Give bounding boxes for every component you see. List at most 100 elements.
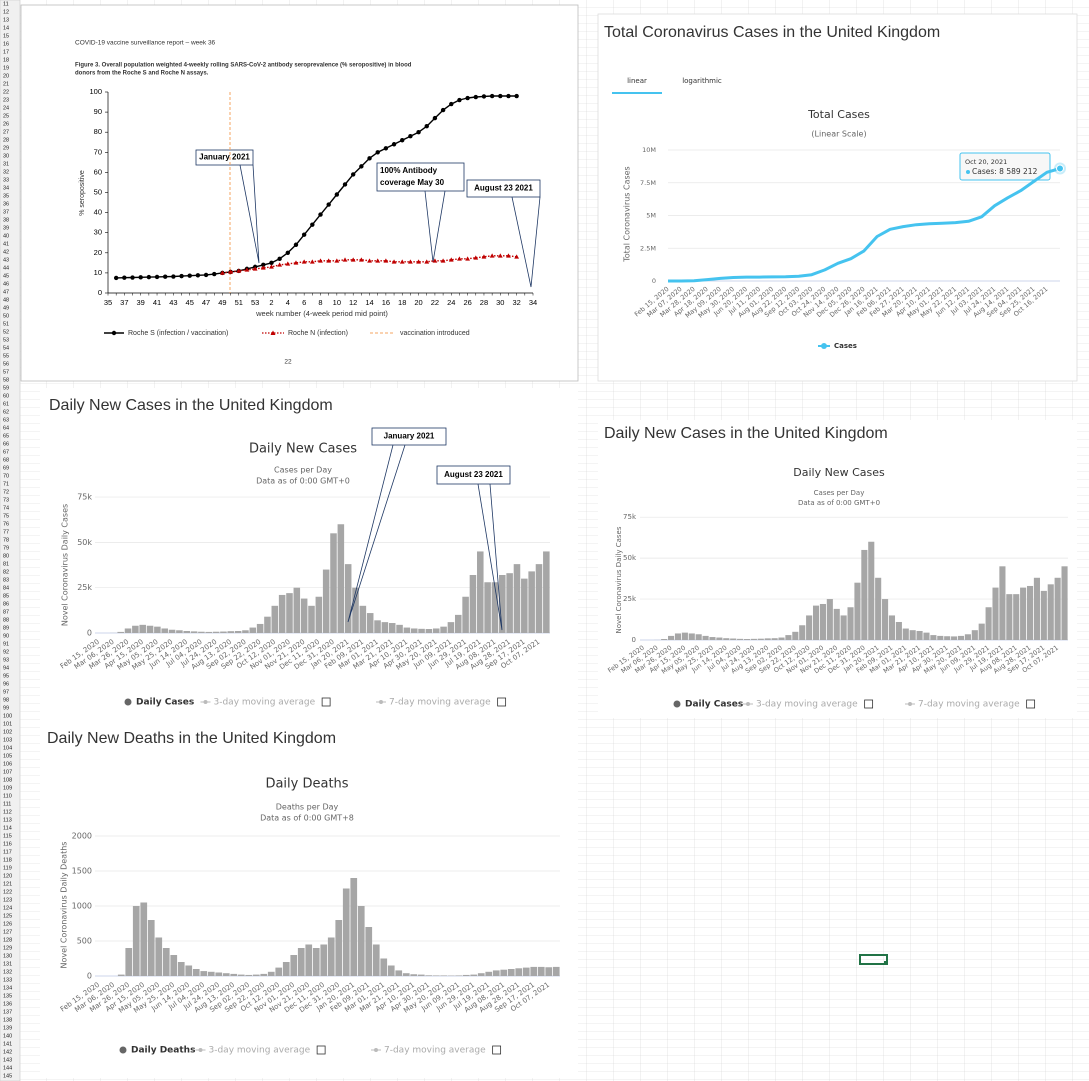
data-point <box>342 182 348 187</box>
row-number: 127 <box>3 929 12 935</box>
fill-handle[interactable] <box>884 961 888 965</box>
bar <box>335 920 343 976</box>
legend-marker <box>111 330 117 336</box>
y-tick-label: 50k <box>623 554 637 562</box>
row-number: 141 <box>3 1041 12 1047</box>
y-tick-label: 80 <box>94 127 102 136</box>
row-number: 69 <box>3 465 9 471</box>
series-line <box>668 167 1061 283</box>
row-number: 143 <box>3 1057 12 1063</box>
row-number: 87 <box>3 609 9 615</box>
chart-subtitle: Deaths per Day <box>276 803 339 812</box>
row-number: 137 <box>3 1009 12 1015</box>
data-point <box>375 258 381 263</box>
bar <box>140 902 148 976</box>
row-number: 82 <box>3 569 9 575</box>
bar <box>515 968 523 976</box>
bar <box>507 969 515 976</box>
total-cases-panel[interactable] <box>597 13 1078 382</box>
bar <box>245 974 253 976</box>
data-point <box>113 275 119 281</box>
chart-title: Daily New Cases <box>249 442 357 457</box>
row-number: 36 <box>3 201 9 207</box>
bar <box>545 967 553 976</box>
bar <box>716 637 723 640</box>
right-daily-panel[interactable] <box>598 420 1077 718</box>
bar <box>499 575 506 633</box>
annotation-text: August 23 2021 <box>444 470 503 479</box>
data-point <box>489 253 495 258</box>
row-number: 115 <box>3 833 12 839</box>
x-tick-label: 16 <box>382 298 390 307</box>
bar <box>190 631 198 633</box>
annotation: January 2021 <box>371 427 447 446</box>
bar <box>440 626 447 633</box>
data-point <box>130 275 135 280</box>
bar <box>417 974 425 976</box>
data-point <box>350 257 356 262</box>
row-number: 129 <box>3 945 12 951</box>
figure-title: donors from the Roche S and Roche N assa… <box>75 71 209 77</box>
bar <box>985 607 992 640</box>
data-point <box>203 272 209 278</box>
bar <box>286 593 293 633</box>
y-axis-title: Novel Coronavirus Daily Deaths <box>60 842 69 969</box>
legend-checkbox[interactable] <box>321 697 331 707</box>
legend-label: 3-day moving average <box>756 700 858 710</box>
row-number: 26 <box>3 121 9 127</box>
bar <box>293 587 301 633</box>
row-number: 18 <box>3 57 9 63</box>
bar <box>242 630 249 633</box>
row-number: 128 <box>3 937 12 943</box>
row-number: 145 <box>3 1073 12 1079</box>
bar <box>882 599 889 640</box>
bar <box>661 639 668 640</box>
tab[interactable]: logarithmic <box>682 77 722 85</box>
legend-checkbox[interactable] <box>497 697 507 707</box>
data-point <box>285 250 291 255</box>
bar <box>477 973 485 976</box>
data-point <box>383 258 389 263</box>
row-number: 107 <box>3 769 12 775</box>
data-point <box>514 93 519 99</box>
bar <box>709 637 716 640</box>
bar <box>237 974 245 976</box>
bar <box>200 971 208 976</box>
data-point <box>416 130 421 135</box>
bar <box>470 974 478 976</box>
bar <box>992 587 999 640</box>
y-tick-label: 75k <box>77 493 92 502</box>
data-point <box>424 123 429 129</box>
x-tick-label: 35 <box>104 298 112 307</box>
data-point <box>326 258 332 263</box>
row-number: 42 <box>3 249 9 255</box>
row-number: 122 <box>3 889 12 895</box>
row-number: 85 <box>3 593 9 599</box>
bar <box>978 623 985 640</box>
tab[interactable]: linear <box>627 77 647 85</box>
legend-checkbox[interactable] <box>1026 699 1036 709</box>
chart-subtitle: Data as of 0:00 GMT+8 <box>260 814 354 823</box>
data-point <box>391 142 397 147</box>
bar <box>410 974 418 976</box>
legend-checkbox[interactable] <box>864 699 874 709</box>
section-title: Daily New Deaths in the United Kingdom <box>47 730 336 747</box>
x-tick-label: 8 <box>318 298 322 307</box>
legend-checkbox[interactable] <box>492 1045 502 1055</box>
legend-checkbox[interactable] <box>316 1045 326 1055</box>
y-tick-label: 0 <box>652 277 656 285</box>
legend-label: 3-day moving average <box>214 698 316 708</box>
bar <box>320 944 328 976</box>
legend-label: Daily Deaths <box>131 1046 195 1056</box>
y-tick-label: 100 <box>89 87 102 96</box>
bar <box>185 965 193 976</box>
bar <box>840 615 847 640</box>
x-tick-label: 22 <box>431 298 439 307</box>
bar <box>410 628 418 633</box>
bar <box>944 636 951 640</box>
row-number: 29 <box>3 145 9 151</box>
row-number: 142 <box>3 1049 12 1055</box>
row-number: 41 <box>3 241 9 247</box>
row-number: 86 <box>3 601 9 607</box>
selected-cell[interactable] <box>859 954 888 965</box>
